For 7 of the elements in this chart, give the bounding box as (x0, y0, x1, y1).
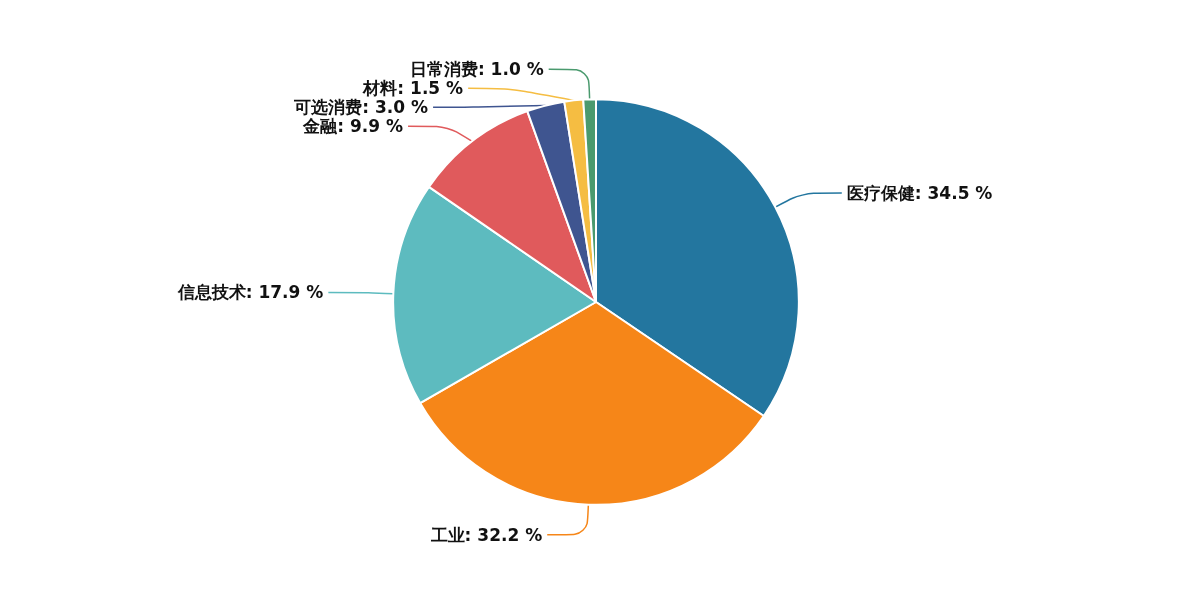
slice-label: 工业: 32.2 % (429, 524, 543, 545)
slice-label: 可选消费: 3.0 % (293, 97, 429, 118)
slice-label: 材料: 1.5 % (362, 78, 464, 99)
slice-label: 金融: 9.9 % (302, 116, 404, 137)
slice-label: 信息技术: 17.9 % (176, 282, 324, 303)
slice-label: 日常消费: 1.0 % (409, 59, 544, 80)
slice-label: 医疗保健: 34.5 % (846, 183, 993, 204)
